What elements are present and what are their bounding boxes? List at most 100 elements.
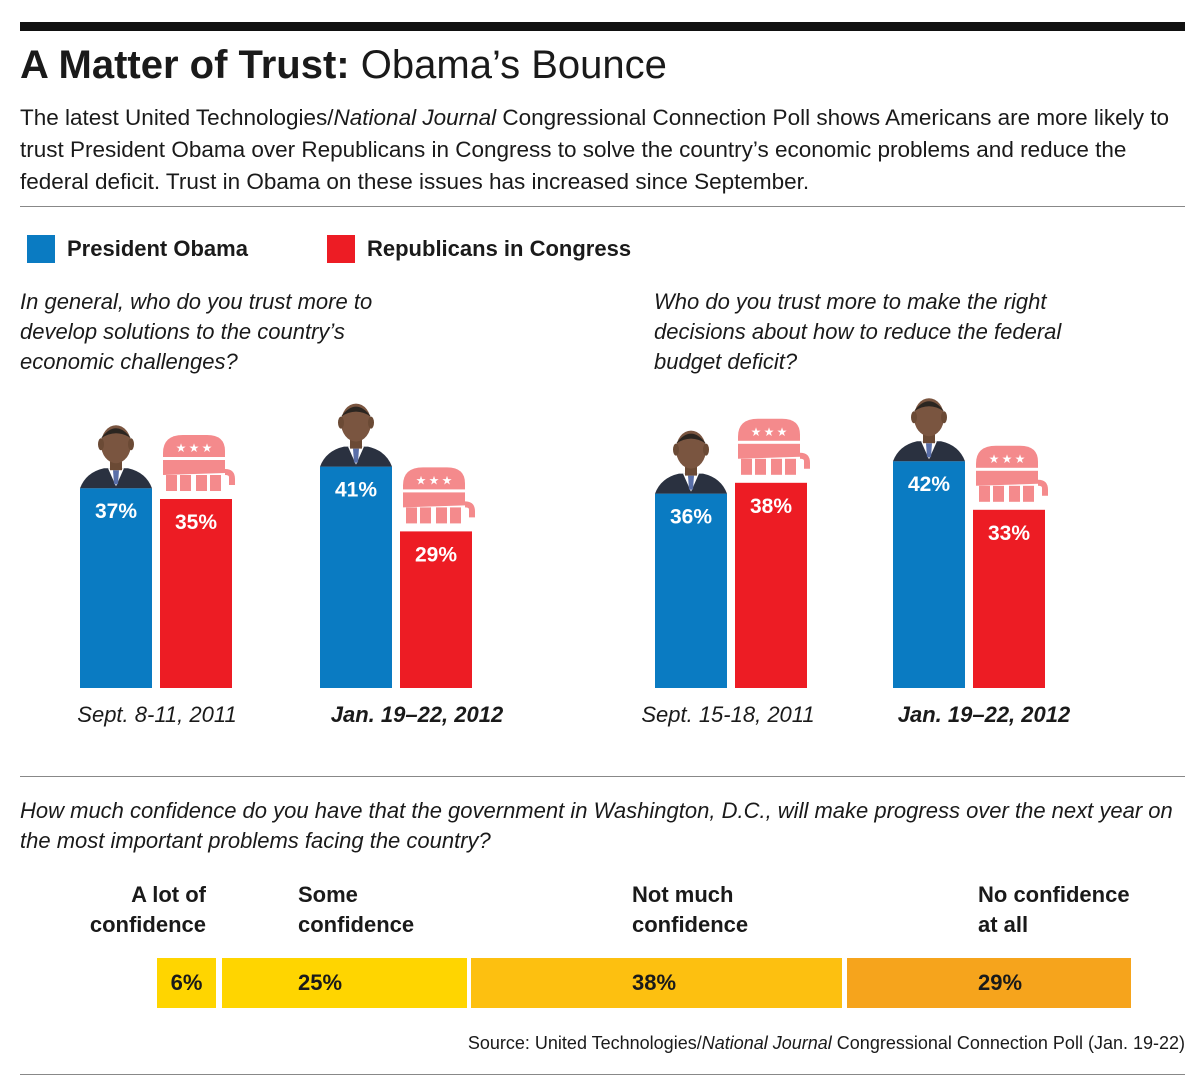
ear-icon bbox=[911, 411, 917, 424]
leg-icon bbox=[993, 485, 1004, 502]
face-icon bbox=[914, 398, 944, 437]
star-icon: ★ bbox=[751, 425, 762, 439]
source-part1: Source: United Technologies/ bbox=[467, 1033, 702, 1053]
leg-icon bbox=[166, 475, 177, 491]
tie-icon bbox=[353, 448, 359, 463]
star-icon: ★ bbox=[1015, 452, 1026, 466]
gop-elephant-icon bbox=[976, 445, 1038, 486]
trunk-icon bbox=[465, 501, 475, 518]
gop-elephant-icon bbox=[163, 435, 225, 475]
leg-icon bbox=[1023, 485, 1034, 502]
confidence-label-line2: confidence bbox=[632, 912, 749, 937]
stripe-icon bbox=[738, 440, 800, 444]
tie-icon bbox=[113, 470, 119, 485]
star-icon: ★ bbox=[416, 473, 427, 487]
confidence-value: 25% bbox=[298, 970, 343, 995]
divider bbox=[20, 206, 1185, 207]
neck-icon bbox=[685, 465, 697, 476]
star-icon: ★ bbox=[429, 473, 440, 487]
source-part2: Congressional Connection Poll (Jan. 19-2… bbox=[831, 1033, 1185, 1053]
star-icon: ★ bbox=[764, 425, 775, 439]
intro-text: The latest United Technologies/National … bbox=[20, 102, 1185, 198]
legend-swatch-gop bbox=[327, 235, 355, 263]
tie-icon bbox=[926, 443, 932, 458]
bottom-rule bbox=[20, 1074, 1185, 1075]
intro-italic: National Journal bbox=[333, 105, 497, 130]
ear-icon bbox=[703, 443, 709, 456]
confidence-label-line2: confidence bbox=[298, 912, 415, 937]
ear-icon bbox=[941, 411, 947, 424]
legend-item-obama: President Obama bbox=[27, 232, 248, 266]
confidence-bar-some: 25% bbox=[222, 958, 467, 1008]
star-icon: ★ bbox=[777, 425, 788, 439]
confidence-label-line1: Some bbox=[298, 882, 358, 907]
leg-icon bbox=[1009, 485, 1020, 502]
legend-label-obama: President Obama bbox=[67, 236, 248, 261]
source-italic: National Journal bbox=[701, 1033, 832, 1053]
intro-part2: Congressional Connection Poll shows Amer… bbox=[20, 105, 1169, 194]
star-icon: ★ bbox=[202, 441, 213, 455]
gop-elephant-icon bbox=[738, 418, 800, 459]
ear-icon bbox=[98, 438, 104, 451]
confidence-label-none: No confidence at all bbox=[978, 880, 1130, 940]
confidence-label-line2: confidence bbox=[89, 912, 206, 937]
question-economy: In general, who do you trust more to dev… bbox=[20, 289, 373, 374]
tie-icon bbox=[688, 475, 694, 490]
page-title: A Matter of Trust: Obama’s Bounce bbox=[20, 40, 667, 90]
legend-item-gop: Republicans in Congress bbox=[327, 232, 631, 266]
title-bold: A Matter of Trust: bbox=[20, 43, 350, 87]
leg-icon bbox=[450, 507, 461, 524]
confidence-value: 29% bbox=[978, 970, 1023, 995]
neck-icon bbox=[110, 460, 122, 471]
ear-icon bbox=[338, 416, 344, 429]
leg-icon bbox=[741, 458, 752, 475]
hair-icon bbox=[341, 406, 371, 417]
leg-icon bbox=[755, 458, 766, 475]
bar-gop bbox=[973, 509, 1045, 688]
bar-value-label: 36% bbox=[670, 506, 712, 529]
confidence-value: 38% bbox=[632, 970, 677, 995]
confidence-value: 6% bbox=[170, 970, 203, 995]
stripe-icon bbox=[163, 457, 225, 460]
star-icon: ★ bbox=[989, 452, 1000, 466]
hair-icon bbox=[676, 433, 706, 444]
stripe-icon bbox=[976, 467, 1038, 471]
confidence-bar-not-much: 38% bbox=[471, 958, 842, 1008]
bar-value-label: 33% bbox=[988, 522, 1030, 545]
leg-icon bbox=[979, 485, 990, 502]
bar-gop bbox=[160, 499, 232, 688]
bar-obama bbox=[655, 493, 727, 688]
bar-gop bbox=[735, 482, 807, 688]
date-label: Sept. 8-11, 2011 bbox=[77, 702, 236, 727]
bar-value-label: 35% bbox=[175, 511, 217, 534]
bar-value-label: 38% bbox=[750, 495, 792, 518]
confidence-bar-a-lot: 6% bbox=[157, 958, 216, 1008]
leg-icon bbox=[196, 475, 207, 491]
bar-value-label: 29% bbox=[415, 543, 457, 566]
bar-obama bbox=[80, 488, 152, 688]
leg-icon bbox=[180, 475, 191, 491]
face-icon bbox=[341, 403, 371, 442]
confidence-label-line2: at all bbox=[978, 912, 1029, 937]
bar-gop bbox=[400, 531, 472, 688]
leg-icon bbox=[406, 507, 417, 524]
date-label: Sept. 15-18, 2011 bbox=[641, 702, 814, 727]
source-note: Source: United Technologies/National Jou… bbox=[468, 1030, 1185, 1056]
star-icon: ★ bbox=[442, 473, 453, 487]
neck-icon bbox=[923, 433, 935, 444]
leg-icon bbox=[210, 475, 221, 491]
top-rule bbox=[20, 22, 1185, 31]
star-icon: ★ bbox=[189, 441, 200, 455]
question-deficit: Who do you trust more to make the right … bbox=[654, 289, 1062, 374]
leg-icon bbox=[785, 458, 796, 475]
legend-swatch-obama bbox=[27, 235, 55, 263]
trunk-icon bbox=[225, 469, 235, 485]
ear-icon bbox=[368, 416, 374, 429]
divider bbox=[20, 776, 1185, 777]
bar-obama bbox=[893, 461, 965, 688]
question-confidence: How much confidence do you have that the… bbox=[20, 798, 1173, 853]
confidence-label-some: Some confidence bbox=[298, 880, 414, 940]
ear-icon bbox=[128, 438, 134, 451]
date-label: Jan. 19–22, 2012 bbox=[898, 702, 1071, 727]
